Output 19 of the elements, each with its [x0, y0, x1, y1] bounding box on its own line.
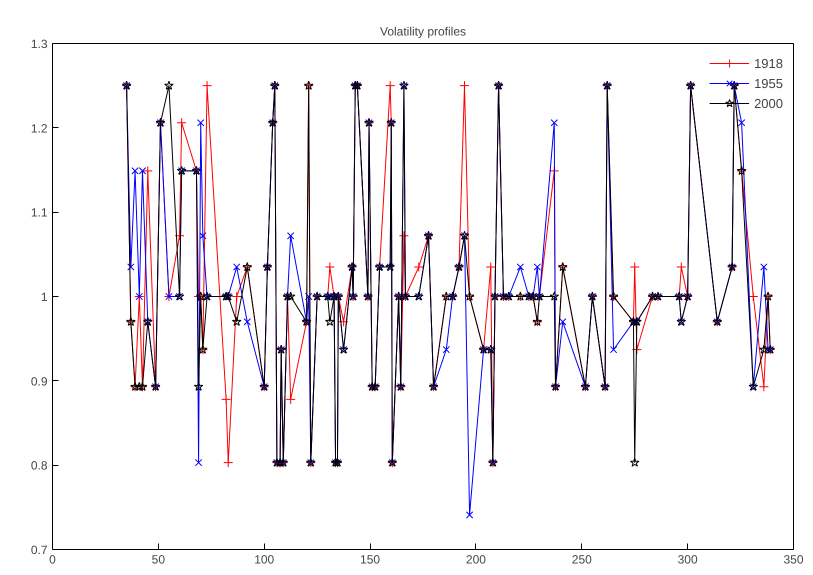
- y-tick-label: 0.7: [30, 543, 48, 557]
- y-tick-label: 0.9: [30, 374, 48, 388]
- y-tick-label: 0.8: [30, 458, 48, 473]
- x-tick-label: 300: [678, 552, 698, 566]
- chart-title: Volatility profiles: [380, 24, 466, 38]
- x-tick-label: 350: [783, 552, 804, 566]
- y-tick-label: 1.3: [30, 37, 48, 51]
- y-tick-label: 1.1: [30, 206, 48, 220]
- x-tick-label: 50: [152, 552, 166, 566]
- legend-label: 1955: [754, 76, 783, 90]
- y-tick-label: 1: [40, 290, 48, 304]
- x-tick-label: 0: [49, 552, 56, 566]
- x-tick-label: 250: [572, 552, 592, 566]
- x-tick-label: 200: [466, 552, 486, 566]
- x-tick-label: 150: [360, 552, 380, 566]
- y-tick-label: 1.2: [30, 121, 48, 136]
- x-tick-label: 100: [254, 552, 275, 566]
- legend-label: 1918: [754, 56, 783, 70]
- legend-label: 2000: [754, 96, 783, 110]
